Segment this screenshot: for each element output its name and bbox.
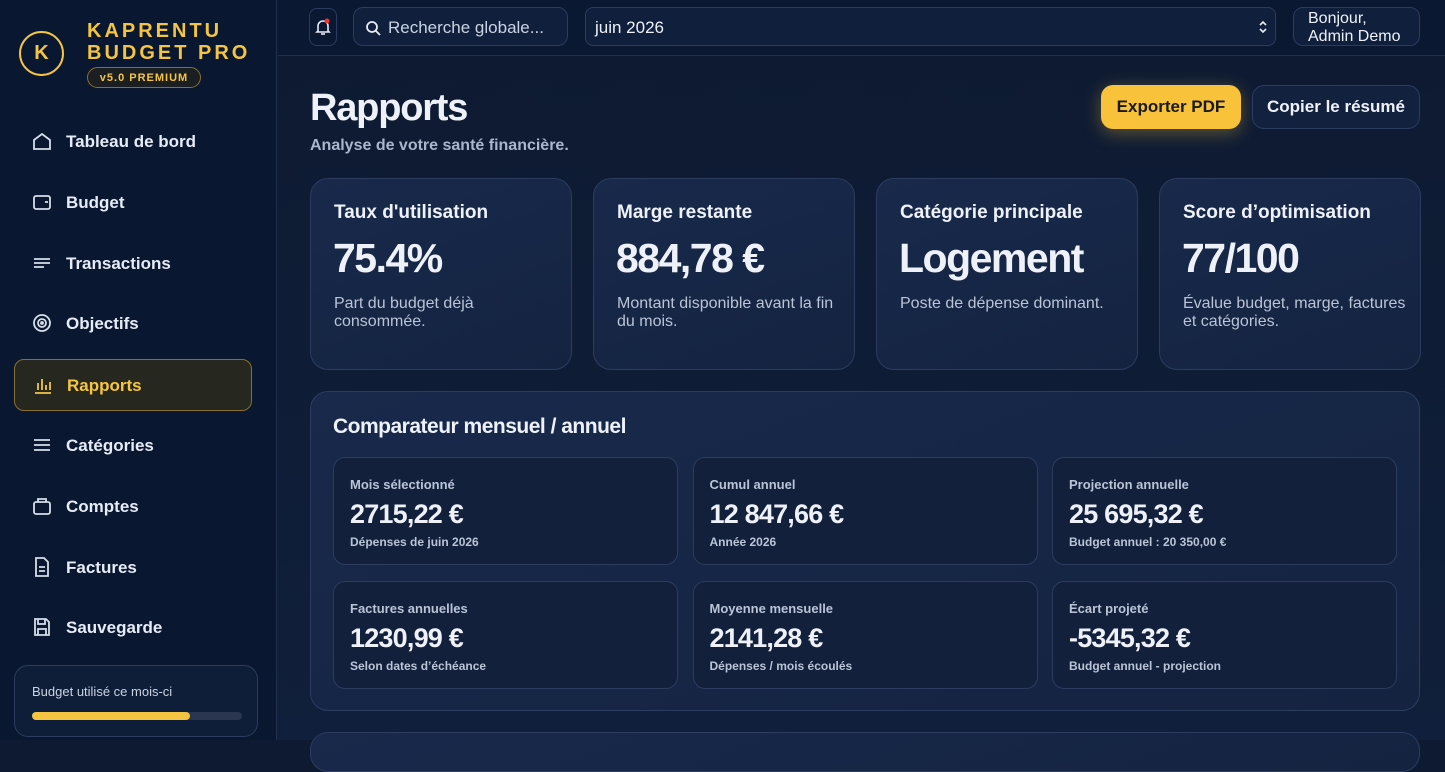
comparator-note: Dépenses / mois écoulés: [709, 658, 853, 673]
comparator-card: Cumul annuel 12 847,66 € Année 2026: [692, 457, 1038, 565]
month-select[interactable]: juin 2026: [585, 7, 1276, 46]
kpi-card: Score d’optimisation 77/100 Évalue budget,…: [1159, 178, 1421, 370]
comparator-card: Mois sélectionné 2715,22 € Dépenses de jui…: [333, 457, 678, 565]
nav-icon: [31, 130, 53, 152]
search-input[interactable]: Recherche globale...: [353, 7, 568, 46]
page-subtitle: Analyse de votre santé financière.: [310, 137, 569, 154]
sidebar: K KAPRENTU BUDGET PRO v5.0 PREMIUM Tableau d…: [0, 0, 277, 740]
comparator-card: Écart projeté -5345,32 € Budget annuel - p…: [1052, 580, 1397, 689]
nav-item[interactable]: Catégories: [14, 420, 252, 472]
kpi-description: Poste de dépense dominant.: [900, 295, 1104, 312]
comparator-value: 2141,28 €: [709, 622, 824, 653]
comparator-note: Année 2026: [709, 535, 777, 549]
nav-label: Rapports: [67, 376, 142, 396]
nav-item[interactable]: Budget: [14, 177, 252, 229]
comparator-value: 12 847,66 €: [709, 499, 845, 529]
kpi-title: Taux d'utilisation: [334, 202, 489, 223]
comparator-note: Budget annuel - projection: [1069, 658, 1221, 673]
nav-icon: [31, 252, 53, 274]
nav-label: Objectifs: [66, 314, 139, 334]
comparator-label: Moyenne mensuelle: [709, 600, 834, 616]
export-button[interactable]: Exporter PDF: [1101, 85, 1241, 129]
next-panel: [310, 732, 1420, 772]
comparator-card: Factures annuelles 1230,99 € Selon dates d…: [333, 580, 678, 689]
kpi-card: Catégorie principale Logement Poste de dép…: [876, 178, 1138, 370]
nav-label: Tableau de bord: [66, 132, 197, 151]
kpi-value: 77/100: [1182, 235, 1300, 281]
comparator-value: 1230,99 €: [350, 622, 464, 653]
notification-button[interactable]: [309, 8, 337, 46]
brand-name: BUDGET PRO: [87, 42, 251, 64]
nav-icon: [31, 312, 53, 334]
comparator-title: Comparateur mensuel / annuel: [333, 415, 626, 438]
brand-name: KAPRENTU: [87, 20, 223, 42]
nav-icon: [31, 556, 53, 578]
comparator-label: Mois sélectionné: [350, 477, 455, 492]
kpi-value: 75.4%: [333, 235, 443, 281]
search-placeholder: Recherche globale...: [388, 18, 544, 37]
progress-fill: [32, 712, 190, 720]
nav-item[interactable]: Factures: [14, 542, 252, 594]
month-value: juin 2026: [595, 18, 665, 37]
kpi-description: Évalue budget, marge, factures et catégo…: [1183, 295, 1406, 330]
nav-icon: [32, 374, 54, 396]
comparator-label: Projection annuelle: [1069, 477, 1189, 492]
nav-item[interactable]: Transactions: [14, 238, 252, 290]
nav-label: Budget: [66, 192, 125, 212]
comparator-label: Écart projeté: [1069, 600, 1149, 616]
logo: K: [19, 31, 64, 76]
nav-label: Catégories: [66, 436, 154, 455]
comparator-label: Cumul annuel: [709, 477, 796, 492]
kpi-value: Logement: [899, 235, 1084, 281]
nav-item[interactable]: Rapports: [14, 359, 252, 412]
kpi-value: 884,78 €: [616, 235, 765, 281]
kpi-description: Montant disponible avant la fin du mois.: [617, 295, 834, 330]
nav-icon: [31, 616, 53, 638]
nav-item[interactable]: Tableau de bord: [14, 116, 252, 168]
nav-label: Sauvegarde: [66, 618, 163, 638]
user-greeting[interactable]: Bonjour, Admin Demo: [1293, 7, 1420, 46]
comparator-note: Budget annuel : 20 350,00 €: [1069, 535, 1227, 549]
copy-button[interactable]: Copier le résumé: [1252, 85, 1420, 129]
comparator-value: 25 695,32 €: [1069, 499, 1204, 529]
nav-icon: [31, 191, 53, 213]
select-chevron: [1258, 19, 1268, 40]
kpi-card: Taux d'utilisation 75.4% Part du budget dé…: [310, 178, 572, 370]
kpi-description: Part du budget déjà consommée.: [334, 295, 474, 330]
budget-label: Budget utilisé ce mois-ci: [32, 684, 173, 699]
nav-icon: [31, 434, 53, 456]
comparator-note: Dépenses de juin 2026: [350, 535, 479, 549]
nav-icon: [31, 495, 53, 517]
nav-label: Comptes: [66, 496, 139, 516]
comparator-card: Projection annuelle 25 695,32 € Budget ann…: [1052, 457, 1397, 565]
comparator-value: -5345,32 €: [1069, 622, 1191, 653]
nav-label: Transactions: [66, 253, 171, 273]
kpi-title: Marge restante: [617, 202, 753, 223]
search-icon: [365, 20, 381, 41]
page-title: Rapports: [310, 87, 468, 129]
kpi-title: Score d’optimisation: [1183, 202, 1371, 223]
nav-item[interactable]: Comptes: [14, 481, 252, 533]
comparator-card: Moyenne mensuelle 2141,28 € Dépenses / moi…: [692, 580, 1038, 689]
nav-item[interactable]: Sauvegarde: [14, 602, 252, 654]
badge: v5.0 PREMIUM: [87, 67, 201, 88]
kpi-title: Catégorie principale: [900, 202, 1083, 223]
comparator-note: Selon dates d’échéance: [350, 658, 487, 673]
kpi-card: Marge restante 884,78 € Montant disponible…: [593, 178, 855, 370]
nav-label: Factures: [66, 557, 137, 577]
nav-item[interactable]: Objectifs: [14, 298, 252, 350]
comparator-value: 2715,22 €: [350, 499, 464, 529]
comparator-label: Factures annuelles: [350, 600, 468, 616]
greeting: Bonjour,: [1308, 10, 1367, 27]
comparator-panel: Comparateur mensuel / annuel Mois sélecti…: [310, 391, 1420, 711]
budget-widget: Budget utilisé ce mois-ci: [14, 665, 258, 737]
user-name: Admin Demo: [1308, 28, 1401, 45]
